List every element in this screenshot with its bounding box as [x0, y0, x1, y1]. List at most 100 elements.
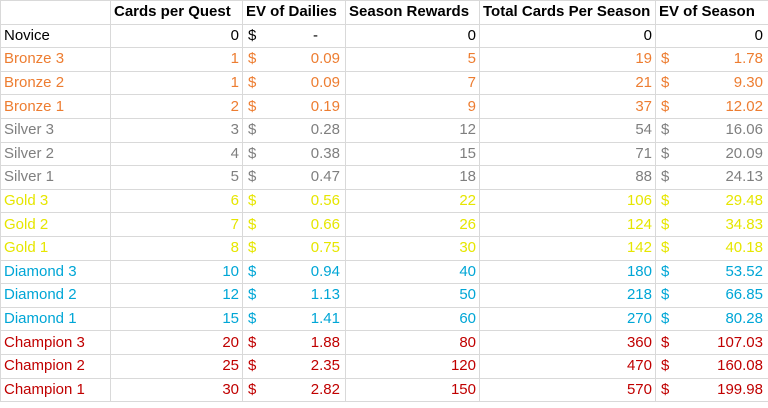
season-rewards-cell[interactable]: 0	[345, 23, 480, 49]
tier-cell[interactable]: Diamond 1	[0, 306, 111, 332]
ev-season-cell[interactable]: $53.52	[655, 259, 768, 285]
ev-dailies-cell[interactable]: $0.47	[242, 165, 346, 190]
ev-dailies-cell[interactable]: $2.35	[242, 353, 346, 379]
season-rewards-cell[interactable]: 18	[345, 165, 480, 190]
ev-dailies-cell[interactable]: $1.41	[242, 306, 346, 332]
tier-cell[interactable]: Gold 2	[0, 212, 111, 237]
ev-season-cell[interactable]: $40.18	[655, 235, 768, 261]
season-rewards-cell[interactable]: 120	[345, 353, 480, 379]
ev-season-cell[interactable]: $16.06	[655, 117, 768, 143]
cards-per-quest-cell[interactable]: 20	[110, 330, 243, 355]
total-cards-cell[interactable]: 0	[479, 23, 656, 49]
ev-season-cell[interactable]: $80.28	[655, 306, 768, 332]
ev-dailies-cell[interactable]: $2.82	[242, 377, 346, 403]
total-cards-cell[interactable]: 21	[479, 70, 656, 96]
cards-per-quest-cell[interactable]: 1	[110, 70, 243, 96]
ev-dailies-cell[interactable]: $0.66	[242, 212, 346, 237]
cards-per-quest-cell[interactable]: 1	[110, 47, 243, 72]
tier-cell[interactable]: Novice	[0, 23, 111, 49]
ev-dailies-cell[interactable]: $0.09	[242, 70, 346, 96]
season-rewards-cell[interactable]: 60	[345, 306, 480, 332]
cards-per-quest-cell[interactable]: 0	[110, 23, 243, 49]
cards-per-quest-cell[interactable]: 3	[110, 117, 243, 143]
ev-dailies-cell[interactable]: $ -	[242, 23, 346, 49]
total-cards-cell[interactable]: 142	[479, 235, 656, 261]
ev-season-cell[interactable]: 0	[655, 23, 768, 49]
season-rewards-cell[interactable]: 15	[345, 141, 480, 167]
ev-dailies-cell[interactable]: $1.13	[242, 283, 346, 308]
ev-dailies-cell[interactable]: $1.88	[242, 330, 346, 355]
cards-per-quest-cell[interactable]: 5	[110, 165, 243, 190]
cards-per-quest-cell[interactable]: 7	[110, 212, 243, 237]
tier-cell[interactable]: Gold 3	[0, 188, 111, 214]
header-total-cards-per-season[interactable]: Total Cards Per Season	[479, 0, 656, 25]
season-rewards-cell[interactable]: 7	[345, 70, 480, 96]
tier-cell[interactable]: Gold 1	[0, 235, 111, 261]
cards-per-quest-cell[interactable]: 10	[110, 259, 243, 285]
header-season-rewards[interactable]: Season Rewards	[345, 0, 480, 25]
total-cards-cell[interactable]: 106	[479, 188, 656, 214]
ev-season-cell[interactable]: $160.08	[655, 353, 768, 379]
total-cards-cell[interactable]: 71	[479, 141, 656, 167]
tier-cell[interactable]: Silver 1	[0, 165, 111, 190]
season-rewards-cell[interactable]: 40	[345, 259, 480, 285]
season-rewards-cell[interactable]: 50	[345, 283, 480, 308]
ev-season-cell[interactable]: $12.02	[655, 94, 768, 119]
total-cards-cell[interactable]: 218	[479, 283, 656, 308]
season-rewards-cell[interactable]: 12	[345, 117, 480, 143]
total-cards-cell[interactable]: 470	[479, 353, 656, 379]
total-cards-cell[interactable]: 37	[479, 94, 656, 119]
ev-dailies-cell[interactable]: $0.56	[242, 188, 346, 214]
cards-per-quest-cell[interactable]: 12	[110, 283, 243, 308]
season-rewards-cell[interactable]: 150	[345, 377, 480, 403]
ev-season-cell[interactable]: $20.09	[655, 141, 768, 167]
ev-season-cell[interactable]: $24.13	[655, 165, 768, 190]
total-cards-cell[interactable]: 124	[479, 212, 656, 237]
cards-per-quest-cell[interactable]: 15	[110, 306, 243, 332]
ev-season-cell[interactable]: $66.85	[655, 283, 768, 308]
tier-cell[interactable]: Bronze 3	[0, 47, 111, 72]
header-cell[interactable]	[0, 0, 111, 25]
total-cards-cell[interactable]: 88	[479, 165, 656, 190]
cards-per-quest-cell[interactable]: 2	[110, 94, 243, 119]
season-rewards-cell[interactable]: 80	[345, 330, 480, 355]
header-ev-of-season[interactable]: EV of Season	[655, 0, 768, 25]
total-cards-cell[interactable]: 360	[479, 330, 656, 355]
total-cards-cell[interactable]: 570	[479, 377, 656, 403]
ev-season-cell[interactable]: $9.30	[655, 70, 768, 96]
ev-dailies-cell[interactable]: $0.19	[242, 94, 346, 119]
cards-per-quest-cell[interactable]: 30	[110, 377, 243, 403]
cards-per-quest-cell[interactable]: 8	[110, 235, 243, 261]
tier-cell[interactable]: Bronze 1	[0, 94, 111, 119]
tier-cell[interactable]: Champion 1	[0, 377, 111, 403]
cards-per-quest-cell[interactable]: 6	[110, 188, 243, 214]
tier-cell[interactable]: Silver 3	[0, 117, 111, 143]
cards-per-quest-cell[interactable]: 4	[110, 141, 243, 167]
tier-cell[interactable]: Diamond 3	[0, 259, 111, 285]
ev-dailies-cell[interactable]: $0.09	[242, 47, 346, 72]
ev-dailies-cell[interactable]: $0.28	[242, 117, 346, 143]
ev-season-cell[interactable]: $34.83	[655, 212, 768, 237]
tier-cell[interactable]: Champion 3	[0, 330, 111, 355]
season-rewards-cell[interactable]: 9	[345, 94, 480, 119]
season-rewards-cell[interactable]: 22	[345, 188, 480, 214]
tier-cell[interactable]: Bronze 2	[0, 70, 111, 96]
tier-cell[interactable]: Diamond 2	[0, 283, 111, 308]
tier-cell[interactable]: Silver 2	[0, 141, 111, 167]
ev-dailies-cell[interactable]: $0.94	[242, 259, 346, 285]
total-cards-cell[interactable]: 180	[479, 259, 656, 285]
ev-season-cell[interactable]: $107.03	[655, 330, 768, 355]
ev-season-cell[interactable]: $199.98	[655, 377, 768, 403]
total-cards-cell[interactable]: 19	[479, 47, 656, 72]
ev-season-cell[interactable]: $1.78	[655, 47, 768, 72]
cards-per-quest-cell[interactable]: 25	[110, 353, 243, 379]
ev-dailies-cell[interactable]: $0.38	[242, 141, 346, 167]
ev-season-cell[interactable]: $29.48	[655, 188, 768, 214]
ev-dailies-cell[interactable]: $0.75	[242, 235, 346, 261]
season-rewards-cell[interactable]: 26	[345, 212, 480, 237]
header-cards-per-quest[interactable]: Cards per Quest	[110, 0, 243, 25]
season-rewards-cell[interactable]: 5	[345, 47, 480, 72]
tier-cell[interactable]: Champion 2	[0, 353, 111, 379]
total-cards-cell[interactable]: 270	[479, 306, 656, 332]
header-ev-of-dailies[interactable]: EV of Dailies	[242, 0, 346, 25]
